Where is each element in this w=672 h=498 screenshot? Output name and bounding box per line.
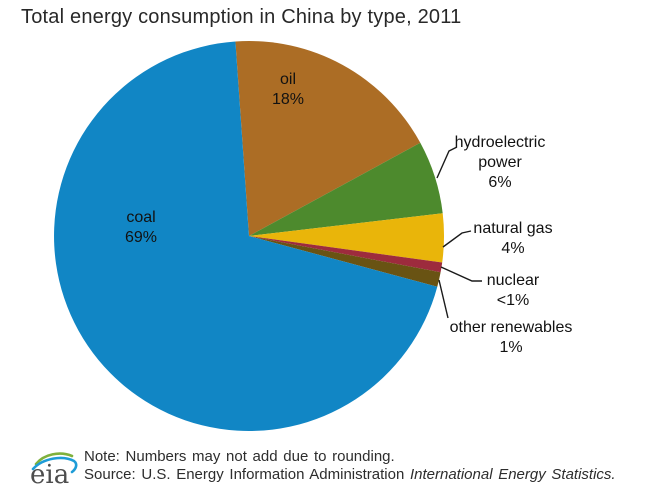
pie-slice-natural-gas [249, 213, 445, 263]
slice-label-coal: coal 69% [124, 209, 158, 246]
pie-slice-nuclear [249, 236, 443, 273]
chart-title: Total energy consumption in China by typ… [21, 6, 462, 28]
note-text: Note: Numbers may not add due to roundin… [84, 448, 395, 465]
eia-logo-blue-swoosh-icon [31, 456, 78, 474]
slice-label-hydroelectric-power: hydroelectric power 6% [454, 134, 546, 191]
slice-label-oil: oil 18% [271, 71, 305, 108]
slice-label-nuclear: nuclear <1% [486, 272, 540, 309]
leader-line-hydroelectric-power [436, 146, 458, 179]
leader-line-other-renewables [438, 279, 449, 319]
source-text-regular: Source: U.S. Energy Information Administ… [84, 466, 410, 483]
leader-line-nuclear [440, 266, 482, 282]
pie-slice-other-renewables [249, 236, 441, 287]
leader-line-natural-gas [442, 230, 472, 248]
eia-logo-text: eia [30, 460, 69, 490]
eia-logo-green-swoosh-icon [34, 452, 74, 466]
source-text-italic: International Energy Statistics. [409, 466, 616, 483]
slice-label-natural-gas: natural gas 4% [473, 220, 553, 257]
pie-slice-hydroelectric-power [249, 142, 443, 236]
eia-logo: eia [30, 452, 78, 490]
slice-label-other-renewables: other renewables 1% [449, 319, 573, 356]
source-text: Source: U.S. Energy Information Administ… [84, 466, 616, 483]
pie-slice-oil [235, 41, 421, 237]
pie-slice-coal [54, 41, 438, 432]
